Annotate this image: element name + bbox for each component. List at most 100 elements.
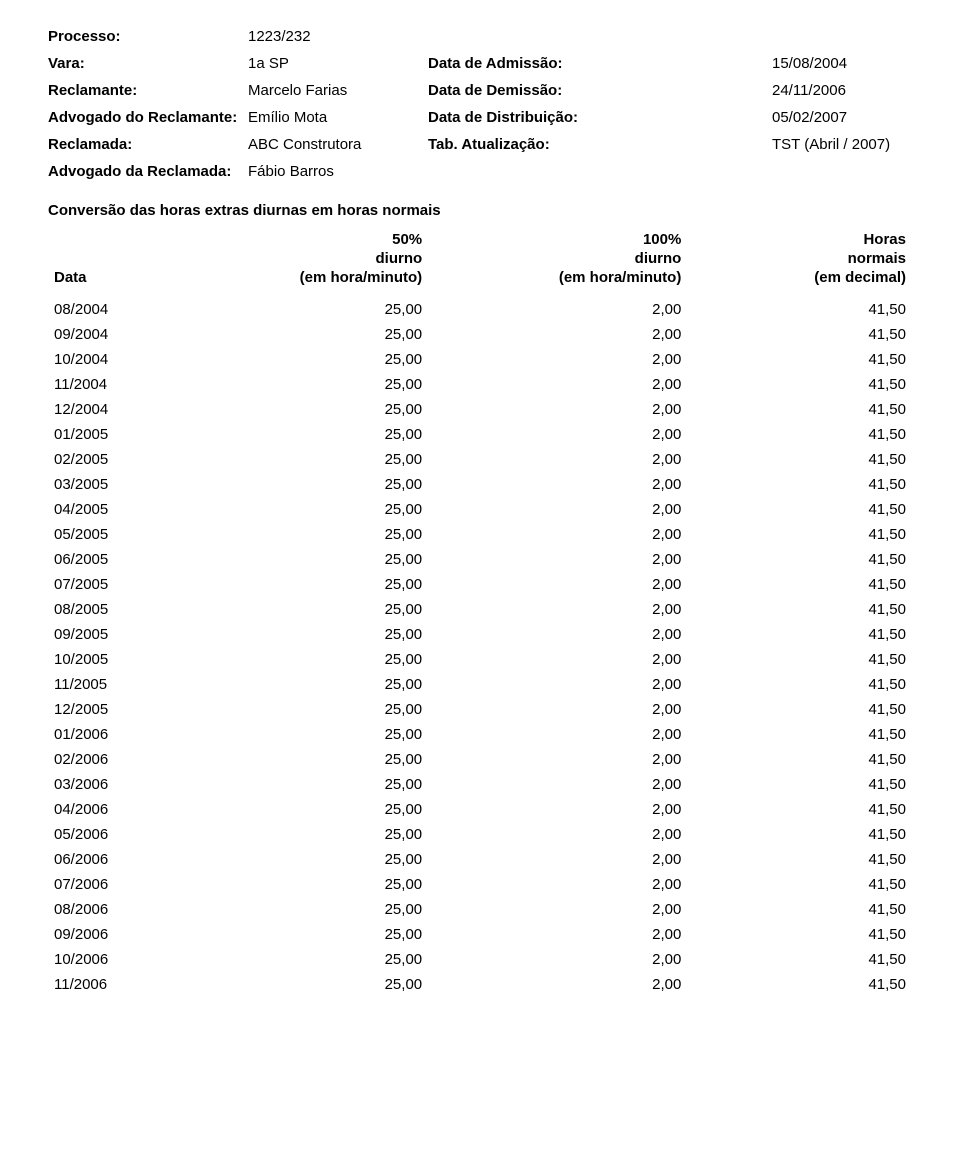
header-label-right: Tab. Atualização: <box>428 136 772 153</box>
table-cell: 01/2005 <box>48 422 169 447</box>
table-cell: 25,00 <box>169 672 428 697</box>
table-cell: 08/2006 <box>48 897 169 922</box>
table-cell: 41,50 <box>687 647 912 672</box>
table-cell: 25,00 <box>169 922 428 947</box>
table-cell: 41,50 <box>687 497 912 522</box>
header-value-right: 15/08/2004 <box>772 55 912 72</box>
table-cell: 03/2006 <box>48 772 169 797</box>
table-row: 12/200425,002,0041,50 <box>48 397 912 422</box>
table-cell: 09/2004 <box>48 322 169 347</box>
table-cell: 2,00 <box>428 322 687 347</box>
header-label-right: Data de Distribuição: <box>428 109 772 126</box>
table-cell: 03/2005 <box>48 472 169 497</box>
table-row: 02/200625,002,0041,50 <box>48 747 912 772</box>
table-cell: 07/2005 <box>48 572 169 597</box>
col-header-line: (em hora/minuto) <box>559 269 682 286</box>
table-cell: 25,00 <box>169 297 428 322</box>
table-cell: 25,00 <box>169 622 428 647</box>
col-header: 50%diurno(em hora/minuto) <box>169 227 428 297</box>
col-header-line: Horas <box>863 231 906 248</box>
table-cell: 25,00 <box>169 747 428 772</box>
table-cell: 41,50 <box>687 722 912 747</box>
table-row: 12/200525,002,0041,50 <box>48 697 912 722</box>
header-value: Marcelo Farias <box>248 82 428 99</box>
table-cell: 2,00 <box>428 522 687 547</box>
table-cell: 2,00 <box>428 797 687 822</box>
table-cell: 25,00 <box>169 647 428 672</box>
table-row: 11/200525,002,0041,50 <box>48 672 912 697</box>
header-label-right <box>428 28 772 45</box>
header-value: Emílio Mota <box>248 109 428 126</box>
header-label-right: Data de Admissão: <box>428 55 772 72</box>
header-label: Reclamada: <box>48 136 248 153</box>
table-cell: 41,50 <box>687 372 912 397</box>
col-header-line: diurno <box>635 250 682 267</box>
table-row: 01/200525,002,0041,50 <box>48 422 912 447</box>
table-cell: 25,00 <box>169 447 428 472</box>
table-cell: 2,00 <box>428 447 687 472</box>
table-cell: 41,50 <box>687 797 912 822</box>
table-cell: 25,00 <box>169 797 428 822</box>
table-cell: 2,00 <box>428 847 687 872</box>
table-cell: 25,00 <box>169 572 428 597</box>
table-row: 07/200625,002,0041,50 <box>48 872 912 897</box>
table-cell: 11/2005 <box>48 672 169 697</box>
table-row: 11/200425,002,0041,50 <box>48 372 912 397</box>
table-row: 07/200525,002,0041,50 <box>48 572 912 597</box>
table-cell: 41,50 <box>687 322 912 347</box>
table-cell: 41,50 <box>687 622 912 647</box>
table-cell: 09/2006 <box>48 922 169 947</box>
table-row: 04/200525,002,0041,50 <box>48 497 912 522</box>
table-cell: 2,00 <box>428 422 687 447</box>
col-header-line: normais <box>848 250 906 267</box>
header-value: 1a SP <box>248 55 428 72</box>
table-cell: 41,50 <box>687 822 912 847</box>
table-row: 08/200625,002,0041,50 <box>48 897 912 922</box>
header-label-right: Data de Demissão: <box>428 82 772 99</box>
section-title: Conversão das horas extras diurnas em ho… <box>48 202 912 219</box>
table-cell: 2,00 <box>428 947 687 972</box>
table-row: 11/200625,002,0041,50 <box>48 972 912 997</box>
table-row: 06/200525,002,0041,50 <box>48 547 912 572</box>
table-row: 05/200525,002,0041,50 <box>48 522 912 547</box>
hours-table: Data50%diurno(em hora/minuto)100%diurno(… <box>48 227 912 997</box>
table-body: 08/200425,002,0041,5009/200425,002,0041,… <box>48 297 912 997</box>
table-cell: 25,00 <box>169 722 428 747</box>
table-cell: 2,00 <box>428 822 687 847</box>
table-cell: 2,00 <box>428 397 687 422</box>
table-cell: 41,50 <box>687 697 912 722</box>
table-cell: 25,00 <box>169 547 428 572</box>
col-header-line: Data <box>54 269 87 286</box>
table-cell: 2,00 <box>428 772 687 797</box>
header-value-right <box>772 28 912 45</box>
table-cell: 25,00 <box>169 947 428 972</box>
table-row: 10/200625,002,0041,50 <box>48 947 912 972</box>
header-value: ABC Construtora <box>248 136 428 153</box>
table-row: 04/200625,002,0041,50 <box>48 797 912 822</box>
table-cell: 25,00 <box>169 397 428 422</box>
header-value-right: 05/02/2007 <box>772 109 912 126</box>
table-cell: 10/2004 <box>48 347 169 372</box>
table-cell: 25,00 <box>169 897 428 922</box>
header-value-right: 24/11/2006 <box>772 82 912 99</box>
table-cell: 25,00 <box>169 697 428 722</box>
table-cell: 25,00 <box>169 347 428 372</box>
table-cell: 2,00 <box>428 622 687 647</box>
table-cell: 2,00 <box>428 647 687 672</box>
table-cell: 2,00 <box>428 897 687 922</box>
table-cell: 41,50 <box>687 397 912 422</box>
table-cell: 04/2005 <box>48 497 169 522</box>
table-cell: 12/2004 <box>48 397 169 422</box>
table-cell: 25,00 <box>169 972 428 997</box>
table-cell: 25,00 <box>169 472 428 497</box>
table-cell: 10/2005 <box>48 647 169 672</box>
table-cell: 25,00 <box>169 372 428 397</box>
table-cell: 25,00 <box>169 497 428 522</box>
table-cell: 41,50 <box>687 522 912 547</box>
table-cell: 06/2005 <box>48 547 169 572</box>
table-cell: 04/2006 <box>48 797 169 822</box>
table-cell: 2,00 <box>428 372 687 397</box>
table-cell: 06/2006 <box>48 847 169 872</box>
table-row: 03/200525,002,0041,50 <box>48 472 912 497</box>
table-cell: 2,00 <box>428 572 687 597</box>
